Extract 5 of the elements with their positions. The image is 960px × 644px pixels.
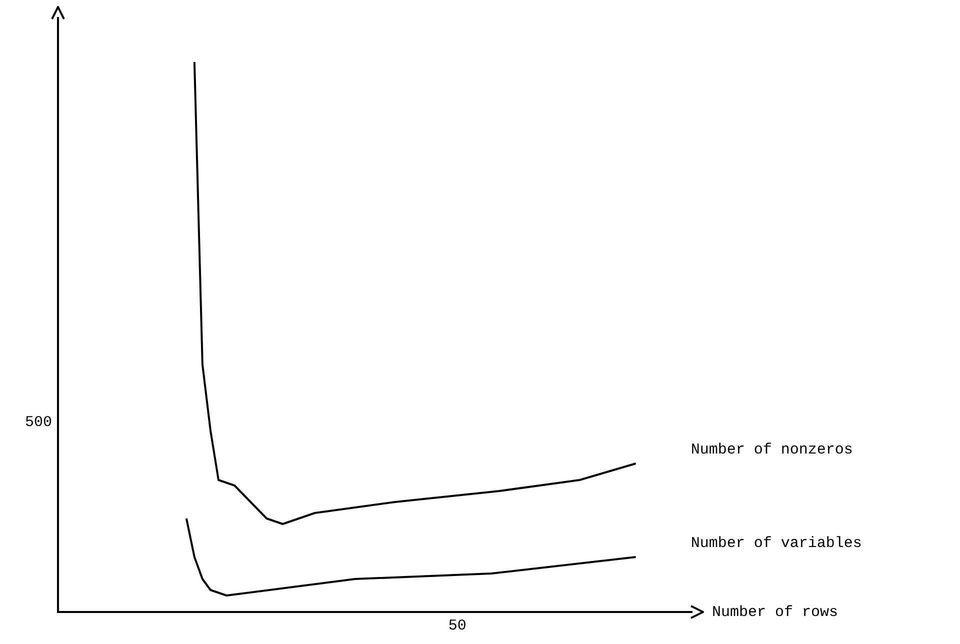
text: Number of variables	[690, 534, 862, 552]
text: 500	[24, 414, 52, 431]
x-axis-title: Number of rows	[712, 604, 838, 621]
text: Number of nonzeros	[690, 441, 853, 458]
text: 50	[448, 617, 466, 634]
